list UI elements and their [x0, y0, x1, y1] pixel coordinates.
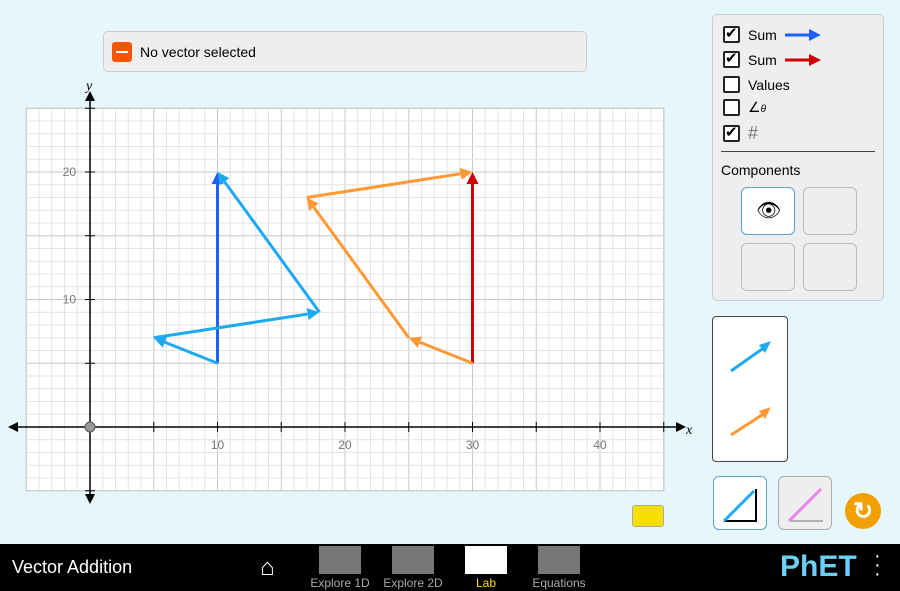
- sim-title: Vector Addition: [12, 557, 133, 577]
- minimize-icon[interactable]: [112, 41, 132, 62]
- components-label: Components: [721, 162, 801, 178]
- y-tick-label: 10: [63, 293, 77, 307]
- vector-creators[interactable]: [713, 317, 787, 461]
- components-hidden-button[interactable]: 👁: [741, 187, 795, 235]
- x-tick-label: 10: [211, 438, 225, 452]
- cartesian-mode-button[interactable]: [713, 476, 767, 530]
- blue-arrow-icon: [784, 28, 821, 41]
- divider: [721, 151, 875, 152]
- x-tick-label: 30: [466, 438, 480, 452]
- blue-vector-creator: [730, 345, 766, 373]
- vector-head: [153, 336, 168, 348]
- reset-icon: ↻: [852, 497, 874, 525]
- sum2-label: Sum: [748, 51, 777, 68]
- vector: [153, 312, 308, 340]
- home-icon[interactable]: ⌂: [260, 554, 275, 581]
- vector: [419, 340, 474, 365]
- status-bar: No vector selected: [103, 31, 587, 72]
- y-axis-arrow-up: [85, 91, 95, 101]
- vector-head: [408, 336, 423, 348]
- phet-logo[interactable]: PhET: [780, 550, 857, 583]
- x-tick-label: 20: [338, 438, 352, 452]
- sum1-label: Sum: [748, 26, 777, 43]
- graph[interactable]: 10 20 30 40 10 20 x y: [0, 0, 700, 540]
- red-arrow-icon: [784, 53, 821, 66]
- values-label: Values: [748, 76, 790, 93]
- x-axis-arrow-right: [676, 422, 686, 432]
- components-axis-button[interactable]: [803, 243, 857, 291]
- grid-checkbox[interactable]: #: [723, 123, 758, 144]
- sum2-checkbox[interactable]: Sum: [723, 49, 821, 68]
- grid-icon: #: [748, 123, 759, 143]
- polar-mode-button[interactable]: [778, 476, 832, 530]
- tab-lab[interactable]: Lab: [451, 546, 521, 590]
- status-text: No vector selected: [140, 43, 256, 60]
- y-axis-arrow-down: [85, 494, 95, 504]
- angle-icon: ∠θ: [748, 99, 766, 115]
- x-tick-label: 40: [593, 438, 607, 452]
- sum1-checkbox[interactable]: Sum: [723, 24, 821, 43]
- sum-vector-head: [466, 172, 479, 184]
- options-panel: Sum Sum Values ∠θ # Components 👁: [712, 14, 884, 301]
- orange-vector-creator: [730, 411, 766, 437]
- vector: [306, 172, 461, 199]
- vector-creator-panel: [712, 316, 788, 462]
- eraser-button[interactable]: [632, 505, 664, 527]
- vector-head: [306, 308, 320, 321]
- angle-checkbox[interactable]: ∠θ: [723, 99, 766, 116]
- vector-head: [217, 172, 230, 186]
- polar-icon: [787, 487, 823, 523]
- x-axis-label: x: [685, 423, 693, 438]
- vector-head: [459, 167, 473, 180]
- x-axis-arrow-left: [8, 422, 18, 432]
- menu-icon[interactable]: · · ·: [874, 545, 881, 585]
- tab-equations[interactable]: Equations: [524, 546, 594, 590]
- values-checkbox[interactable]: Values: [723, 76, 790, 93]
- navigation-bar: Vector Addition ⌂ Explore 1D Explore 2D …: [0, 544, 900, 591]
- vector: [312, 206, 410, 339]
- eye-slash-icon: 👁: [756, 200, 782, 222]
- y-axis-label: y: [84, 79, 93, 94]
- vector: [164, 340, 219, 365]
- origin-handle: [84, 421, 96, 433]
- reset-button[interactable]: ↻: [845, 493, 881, 529]
- y-tick-label: 20: [63, 165, 77, 179]
- tab-explore-2d[interactable]: Explore 2D: [378, 546, 448, 590]
- vector: [223, 180, 321, 314]
- cartesian-icon: [722, 489, 757, 523]
- tab-explore-1d[interactable]: Explore 1D: [305, 546, 375, 590]
- components-parallelogram-button[interactable]: [741, 243, 795, 291]
- components-triangle-button[interactable]: [803, 187, 857, 235]
- vector-head: [306, 197, 319, 211]
